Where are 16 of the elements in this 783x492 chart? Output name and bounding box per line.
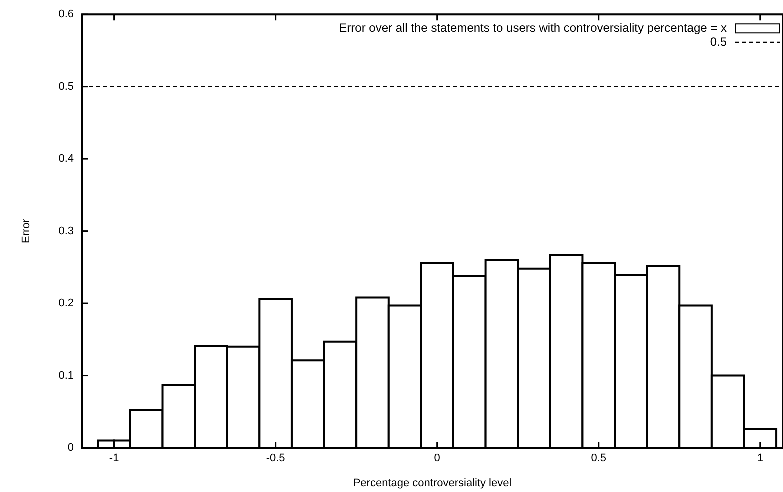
y-tick-label: 0.2 xyxy=(58,298,74,310)
x-tick-label: 1 xyxy=(757,452,764,465)
x-tick-label: -0.5 xyxy=(266,452,286,465)
y-tick-label: 0.3 xyxy=(58,225,74,238)
y-tick-label: 0.5 xyxy=(58,80,74,93)
y-tick-label: 0 xyxy=(68,442,74,454)
x-axis-title: Percentage controversiality level xyxy=(353,477,512,490)
x-tick-label: 0 xyxy=(434,452,440,465)
y-tick-label: 0.4 xyxy=(58,153,74,166)
x-tick-label: 0.5 xyxy=(591,452,607,465)
legend-label: Error over all the statements to users with controversiality percentage = x xyxy=(339,20,727,35)
y-tick-label: 0.6 xyxy=(58,8,74,21)
y-axis-title: Error xyxy=(20,218,33,244)
x-tick-label: -1 xyxy=(109,452,120,465)
legend-label: 0.5 xyxy=(710,34,728,49)
y-tick-label: 0.1 xyxy=(58,370,74,382)
